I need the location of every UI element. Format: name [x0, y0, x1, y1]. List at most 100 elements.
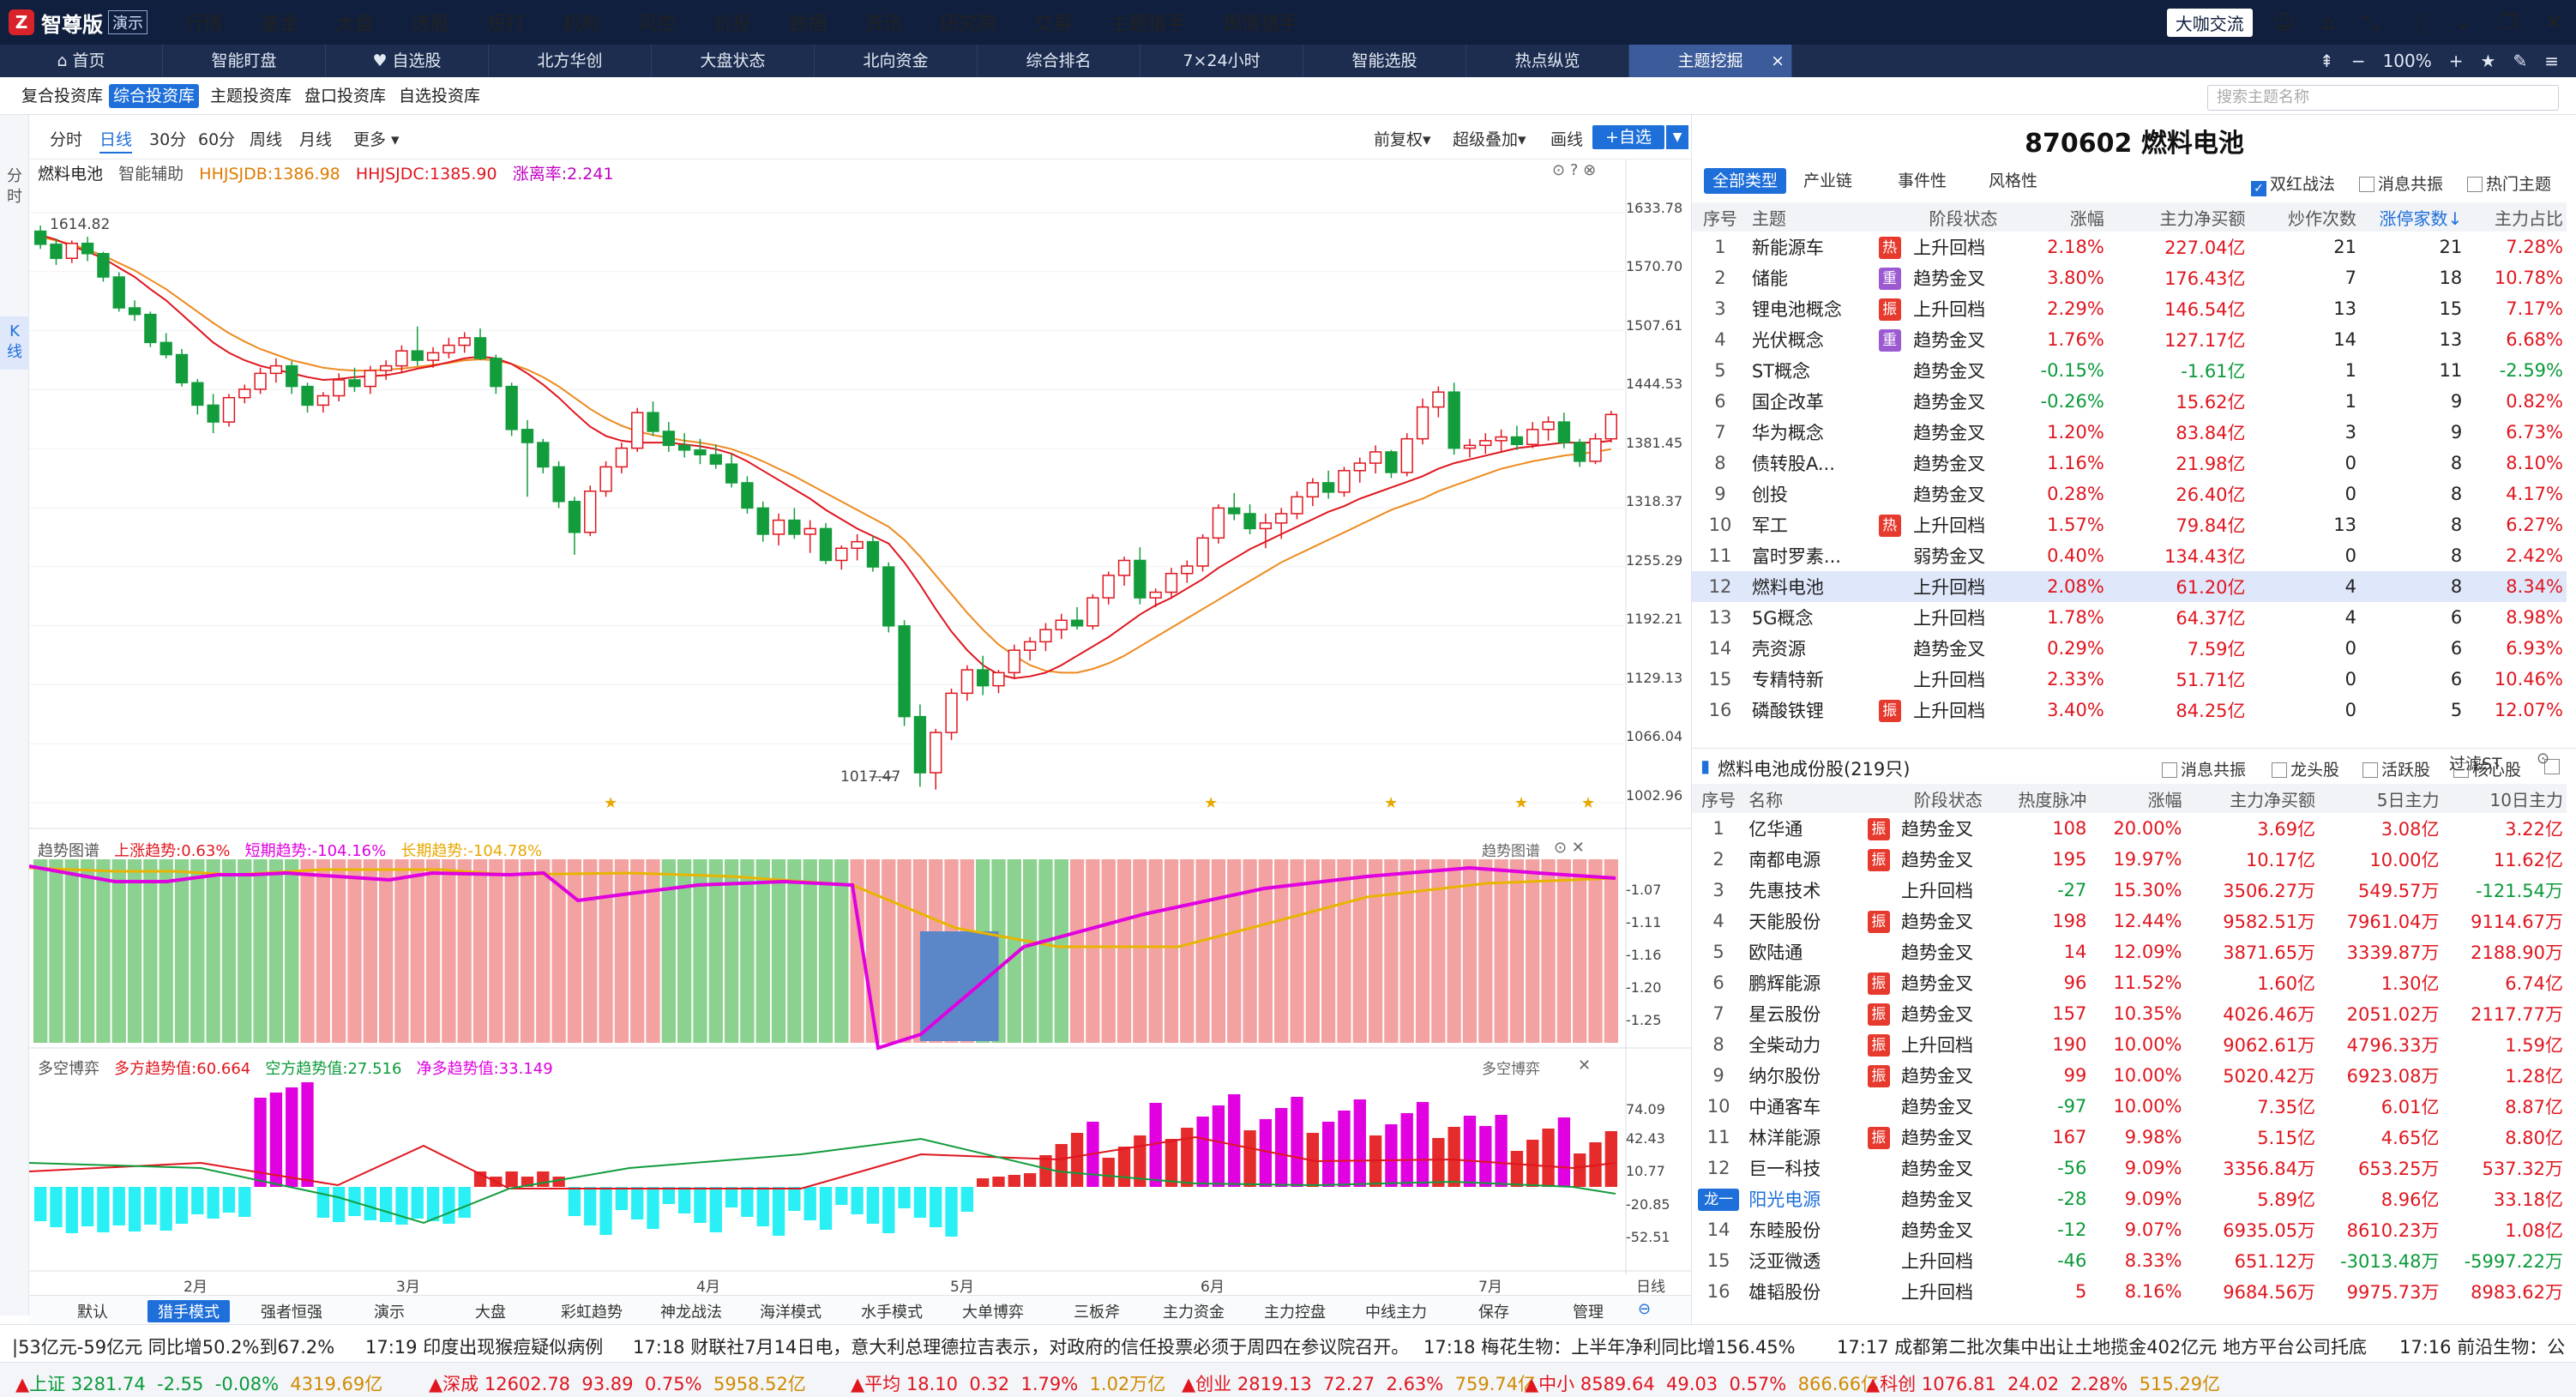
- theme-name[interactable]: 磷酸铁锂: [1751, 701, 1824, 721]
- period-daily[interactable]: 日线: [99, 127, 133, 154]
- tool[interactable]: 主力控盘: [1264, 1304, 1326, 1322]
- period-monthly[interactable]: 月线: [299, 130, 333, 149]
- col-header[interactable]: 名称: [1748, 789, 1784, 810]
- settings-icon[interactable]: ⊙: [1552, 161, 1566, 179]
- menu-item[interactable]: 行情: [185, 14, 224, 35]
- check-hot[interactable]: 热门主题: [2467, 172, 2551, 195]
- menu-item[interactable]: 选股: [412, 14, 450, 35]
- theme-name[interactable]: ST概念: [1751, 361, 1811, 382]
- stock-name[interactable]: 天能股份: [1748, 912, 1821, 932]
- period-fenshi[interactable]: 分时: [50, 130, 83, 149]
- tool[interactable]: 大盘: [475, 1304, 506, 1322]
- stock-name[interactable]: 全柴动力: [1748, 1035, 1821, 1056]
- theme-name[interactable]: 5G概念: [1751, 608, 1814, 629]
- tab-northbound[interactable]: 北向资金: [815, 45, 978, 77]
- col-header[interactable]: 序号: [1702, 208, 1737, 229]
- add-watchlist-button[interactable]: +自选: [1592, 125, 1664, 149]
- col-header[interactable]: 主力占比: [2495, 208, 2563, 229]
- theme-name[interactable]: 新能源车: [1751, 238, 1824, 258]
- stock-row[interactable]: 16 雄韬股份 上升回档 5 8.16% 9684.56万 9975.73万 8983.62万: [1692, 1276, 2567, 1307]
- theme-row[interactable]: 14 壳资源 趋势金叉 0.29% 7.59亿 0 6 6.93%: [1692, 633, 2567, 664]
- menu-item[interactable]: 资讯: [864, 14, 903, 35]
- index-quote[interactable]: ▲创业 2819.13 72.27 2.63% 759.74亿: [1182, 1370, 1536, 1396]
- stock-name[interactable]: 纳尔股份: [1748, 1066, 1821, 1087]
- col-header-sorted[interactable]: 涨停家数↓: [2379, 208, 2463, 229]
- menu-item[interactable]: 价投: [713, 14, 752, 35]
- tool-hunter-mode[interactable]: 猎手模式: [147, 1300, 230, 1322]
- tool[interactable]: 中线主力: [1365, 1304, 1427, 1322]
- close-tab-icon[interactable]: ×: [1771, 51, 1785, 70]
- theme-row[interactable]: 6 国企改革 趋势金叉 -0.26% 15.62亿 1 9 0.82%: [1692, 386, 2567, 417]
- index-quote[interactable]: ▲深成 12602.78 93.89 0.75% 5958.52亿: [429, 1370, 806, 1396]
- tab-stock[interactable]: 北方华创: [489, 45, 652, 77]
- stock-name[interactable]: 先惠技术: [1748, 881, 1821, 901]
- menu-item[interactable]: 机构: [563, 14, 601, 35]
- tool[interactable]: 彩虹趋势: [561, 1304, 623, 1322]
- theme-row[interactable]: 5 ST概念 趋势金叉 -0.15% -1.61亿 1 11 -2.59%: [1692, 355, 2567, 386]
- stock-name[interactable]: 东睦股份: [1748, 1220, 1821, 1241]
- sub-tab[interactable]: 自选投资库: [399, 87, 481, 105]
- cat-industry[interactable]: 产业链: [1803, 172, 1853, 190]
- zoom-minus-icon[interactable]: −: [2350, 51, 2366, 71]
- news-item[interactable]: |53亿元-59亿元 同比增50.2%到67.2%: [12, 1337, 335, 1358]
- tab-watchlist[interactable]: ♥ 自选股: [326, 45, 489, 77]
- stock-row[interactable]: 6 鹏辉能源 振趋势金叉 96 11.52% 1.60亿 1.30亿 6.74亿: [1692, 967, 2567, 998]
- cat-style[interactable]: 风格性: [1989, 172, 2038, 190]
- theme-name[interactable]: 储能: [1751, 268, 1788, 289]
- draw-line-button[interactable]: 画线: [1550, 130, 1584, 149]
- lock-icon[interactable]: ⌂: [2321, 10, 2336, 34]
- menu-item[interactable]: 舆情猎手: [1223, 14, 1299, 35]
- index-quote[interactable]: ▲中小 8589.64 49.03 0.57% 866.66亿: [1525, 1370, 1879, 1396]
- sub-tab[interactable]: 盘口投资库: [304, 87, 387, 105]
- stock-name[interactable]: 南都电源: [1748, 850, 1821, 870]
- index-quote[interactable]: ▲上证 3281.74 -2.55 -0.08% 4319.69亿: [15, 1370, 382, 1396]
- theme-name[interactable]: 创投: [1751, 485, 1788, 505]
- tab-24h[interactable]: 7×24小时: [1141, 45, 1303, 77]
- menu-item[interactable]: 数据: [789, 14, 828, 35]
- tool[interactable]: 保存: [1478, 1304, 1509, 1322]
- theme-name[interactable]: 专精特新: [1751, 670, 1824, 690]
- stock-row[interactable]: 3 先惠技术 上升回档 -27 15.30% 3506.27万 549.57万 -121.54…: [1692, 875, 2567, 906]
- stock-row[interactable]: 9 纳尔股份 振趋势金叉 99 10.00% 5020.42万 6923.08万 1.28亿: [1692, 1060, 2567, 1091]
- stock-name[interactable]: 巨一科技: [1748, 1159, 1821, 1179]
- theme-row[interactable]: 4 光伏概念 重趋势金叉 1.76% 127.17亿 14 13 6.68%: [1692, 324, 2567, 355]
- stock-row[interactable]: 14 东睦股份 趋势金叉 -12 9.07% 6935.05万 8610.23万 1.08亿: [1692, 1214, 2567, 1245]
- help-icon[interactable]: ⊙: [2537, 750, 2550, 768]
- add-watchlist-dropdown[interactable]: ▼: [1666, 125, 1688, 149]
- col-header[interactable]: 主力净买额: [2159, 208, 2246, 229]
- theme-row[interactable]: 8 债转股A... 趋势金叉 1.16% 21.98亿 0 8 8.10%: [1692, 448, 2567, 479]
- overlay-dropdown[interactable]: 超级叠加▾: [1453, 130, 1526, 149]
- theme-search-input[interactable]: 搜索主题名称: [2207, 85, 2559, 111]
- user-icon[interactable]: ☺: [2272, 10, 2295, 34]
- stock-name[interactable]: 阳光电源: [1748, 1189, 1821, 1210]
- check-double-red[interactable]: ✓ 双红战法: [2251, 172, 2335, 196]
- col-header[interactable]: 序号: [1701, 789, 1736, 810]
- news-item[interactable]: 17:19 印度出现猴痘疑似病例: [365, 1337, 604, 1358]
- index-quote[interactable]: ▲平均 18.10 0.32 1.79% 1.02万亿: [851, 1370, 1165, 1396]
- theme-row[interactable]: 9 创投 趋势金叉 0.28% 26.40亿 0 8 4.17%: [1692, 479, 2567, 509]
- theme-name[interactable]: 国企改革: [1751, 392, 1824, 412]
- theme-name[interactable]: 壳资源: [1751, 639, 1806, 659]
- col-header[interactable]: 涨幅: [2147, 789, 2182, 810]
- tool[interactable]: 神龙战法: [660, 1304, 722, 1322]
- theme-row[interactable]: 1 新能源车 热上升回档 2.18% 227.04亿 21 21 7.28%: [1692, 232, 2567, 262]
- check-news[interactable]: 消息共振: [2359, 172, 2443, 195]
- stock-name[interactable]: 鹏辉能源: [1748, 973, 1821, 994]
- game-close-icon[interactable]: ✕: [1578, 1057, 1592, 1075]
- theme-row[interactable]: 16 磷酸铁锂 振上升回档 3.40% 84.25亿 0 5 12.07%: [1692, 695, 2567, 726]
- theme-row[interactable]: 12 燃料电池 上升回档 2.08% 61.20亿 4 8 8.34%: [1692, 571, 2567, 602]
- col-header[interactable]: 热度脉冲: [2018, 789, 2087, 810]
- col-header[interactable]: 10日主力: [2489, 789, 2563, 810]
- sub-tab[interactable]: 主题投资库: [210, 87, 292, 105]
- theme-row[interactable]: 10 军工 热上升回档 1.57% 79.84亿 13 8 6.27%: [1692, 509, 2567, 540]
- theme-row[interactable]: 15 专精特新 上升回档 2.33% 51.71亿 0 6 10.46%: [1692, 664, 2567, 695]
- theme-row[interactable]: 7 华为概念 趋势金叉 1.20% 83.84亿 3 9 6.73%: [1692, 417, 2567, 448]
- tab-hotspot[interactable]: 热点纵览: [1466, 45, 1629, 77]
- col-header[interactable]: 5日主力: [2376, 789, 2440, 810]
- filter-core[interactable]: 核心股: [2453, 757, 2521, 780]
- stock-name[interactable]: 泛亚微透: [1748, 1251, 1821, 1272]
- star-icon[interactable]: ★: [2480, 51, 2496, 71]
- stock-name[interactable]: 中通客车: [1748, 1097, 1821, 1117]
- menu-item[interactable]: 主题猎手: [1110, 14, 1186, 35]
- theme-row[interactable]: 3 锂电池概念 振上升回档 2.29% 146.54亿 13 15 7.17%: [1692, 293, 2567, 324]
